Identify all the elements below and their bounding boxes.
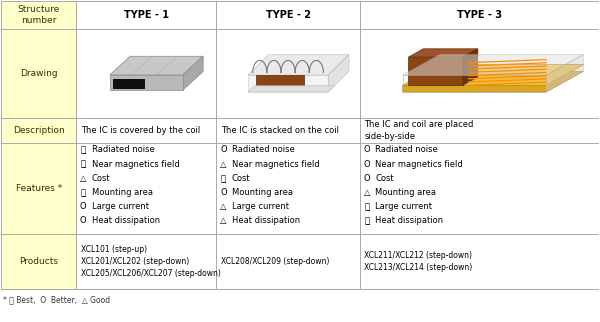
Text: Radiated noise: Radiated noise [232, 145, 295, 154]
Text: Ⓨ̲: Ⓨ̲ [81, 188, 86, 197]
Text: Near magnetics field: Near magnetics field [375, 159, 463, 168]
Text: Near magnetics field: Near magnetics field [92, 159, 179, 168]
Bar [217, 29, 360, 118]
Polygon shape [248, 75, 328, 92]
Polygon shape [183, 56, 203, 90]
Bar [76, 118, 217, 143]
Bar [360, 143, 599, 234]
Bar [217, 234, 360, 289]
Text: Features *: Features * [16, 185, 62, 194]
Text: Large current: Large current [232, 202, 289, 211]
Text: The IC is stacked on the coil: The IC is stacked on the coil [221, 126, 339, 135]
Bar [76, 234, 217, 289]
Polygon shape [248, 86, 334, 92]
Text: TYPE - 2: TYPE - 2 [266, 10, 311, 20]
Bar [360, 118, 599, 143]
Bar [256, 75, 304, 89]
Text: Cost: Cost [232, 174, 251, 183]
Text: △: △ [364, 188, 370, 197]
Text: TYPE - 3: TYPE - 3 [457, 10, 502, 20]
Text: XCL101 (step-up)
XCL201/XCL202 (step-down)
XCL205/XCL206/XCL207 (step-down): XCL101 (step-up) XCL201/XCL202 (step-dow… [81, 245, 221, 278]
Text: O: O [220, 145, 227, 154]
Bar [360, 29, 599, 118]
Text: Radiated noise: Radiated noise [92, 145, 154, 154]
Text: O: O [80, 202, 86, 211]
Text: Cost: Cost [375, 174, 394, 183]
Bar [113, 79, 145, 89]
Text: Ⓨ̲: Ⓨ̲ [364, 202, 370, 211]
Bar [1, 143, 76, 234]
Polygon shape [328, 54, 349, 92]
Text: Ⓨ̲: Ⓨ̲ [364, 216, 370, 225]
Text: Mounting area: Mounting area [232, 188, 293, 197]
Bar [1, 234, 76, 289]
Text: Cost: Cost [92, 174, 110, 183]
Text: XCL208/XCL209 (step-down): XCL208/XCL209 (step-down) [221, 257, 329, 266]
Bar [217, 143, 360, 234]
Text: TYPE - 1: TYPE - 1 [124, 10, 169, 20]
Text: XCL211/XCL212 (step-down)
XCL213/XCL214 (step-down): XCL211/XCL212 (step-down) XCL213/XCL214 … [365, 251, 473, 272]
Bar [1, 1, 76, 29]
Text: Ⓨ̲: Ⓨ̲ [81, 145, 86, 154]
Text: Structure
number: Structure number [17, 5, 60, 25]
Text: Near magnetics field: Near magnetics field [232, 159, 320, 168]
Bar [76, 143, 217, 234]
Text: The IC is covered by the coil: The IC is covered by the coil [81, 126, 200, 135]
Bar [76, 1, 217, 29]
Polygon shape [403, 65, 583, 85]
Text: Heat dissipation: Heat dissipation [375, 216, 443, 225]
Text: Mounting area: Mounting area [92, 188, 152, 197]
Text: Radiated noise: Radiated noise [375, 145, 438, 154]
Polygon shape [546, 54, 583, 92]
Text: Heat dissipation: Heat dissipation [92, 216, 160, 225]
Text: Large current: Large current [375, 202, 432, 211]
Polygon shape [403, 65, 583, 92]
Bar [217, 118, 360, 143]
Text: △: △ [220, 202, 227, 211]
Text: The IC and coil are placed
side-by-side: The IC and coil are placed side-by-side [365, 120, 474, 141]
Text: Products: Products [19, 257, 58, 266]
Text: * Ⓣ Best,  O  Better,  △ Good: * Ⓣ Best, O Better, △ Good [2, 295, 110, 304]
Text: △: △ [80, 174, 86, 183]
Polygon shape [409, 49, 478, 57]
Text: Heat dissipation: Heat dissipation [232, 216, 300, 225]
Bar [1, 118, 76, 143]
Text: Large current: Large current [92, 202, 149, 211]
Text: O: O [220, 188, 227, 197]
Polygon shape [409, 57, 463, 85]
Text: Mounting area: Mounting area [375, 188, 436, 197]
Bar [217, 1, 360, 29]
Bar [360, 1, 599, 29]
Text: Drawing: Drawing [20, 69, 58, 78]
Polygon shape [403, 54, 583, 75]
Bar [76, 29, 217, 118]
Text: O: O [364, 174, 370, 183]
Text: O: O [364, 159, 370, 168]
Bar [1, 29, 76, 118]
Text: Ⓨ̲: Ⓨ̲ [221, 174, 226, 183]
Text: △: △ [220, 216, 227, 225]
Polygon shape [248, 54, 349, 75]
Text: O: O [364, 145, 370, 154]
Polygon shape [110, 75, 183, 90]
Text: Description: Description [13, 126, 65, 135]
Text: Ⓨ̲: Ⓨ̲ [81, 159, 86, 168]
Bar [360, 234, 599, 289]
Text: O: O [80, 216, 86, 225]
Polygon shape [463, 49, 478, 85]
Polygon shape [110, 56, 203, 75]
Text: △: △ [220, 159, 227, 168]
